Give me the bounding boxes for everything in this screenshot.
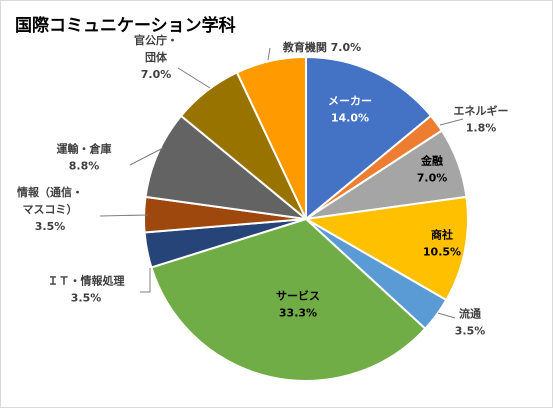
data-label-name-4: 商社 [431, 228, 453, 242]
data-label-value-8: 3.5% [35, 220, 66, 233]
data-label-name-3: 金融 [420, 154, 443, 168]
data-label-name-8: マスコミ） [23, 203, 78, 216]
leader-line-10 [177, 67, 211, 89]
data-label-value-5: 3.5% [455, 325, 486, 338]
data-label-name-5: 流通 [459, 307, 481, 321]
data-label-value-2: 1.8% [466, 122, 497, 135]
data-label-name-2: エネルギー [454, 104, 509, 118]
data-label-name-8: 情報（通信・ [17, 185, 83, 199]
pie-slice-1 [305, 55, 433, 222]
data-label-value-6: 33.3% [279, 307, 317, 320]
leader-line-7 [140, 268, 151, 293]
data-label-name-9: 運輸・倉庫 [57, 142, 112, 156]
data-label-value-3: 7.0% [417, 172, 448, 185]
pie-slice-9 [144, 114, 310, 221]
leader-line-2 [439, 118, 464, 126]
data-label-name-6: サービス [276, 289, 320, 303]
data-label-value-10: 7.0% [141, 68, 172, 81]
data-label-value-1: 14.0% [331, 112, 369, 125]
pie-slice-6 [150, 217, 427, 382]
leader-line-5 [437, 312, 456, 319]
pie-slice-4 [302, 195, 469, 302]
chart-title: 国際コミュニケーション学科 [15, 16, 236, 36]
leader-line-8 [99, 214, 149, 217]
data-label-value-7: 3.5% [71, 292, 102, 305]
leader-line-9 [129, 147, 164, 166]
data-label-value-9: 8.8% [69, 160, 100, 173]
data-label-name-10: 団体 [145, 50, 168, 64]
data-label-name-1: メーカー [328, 95, 372, 108]
data-label-name-10: 官公庁・ [134, 33, 178, 47]
data-label-name-11: 教育機関 7.0% [282, 40, 361, 54]
pie-slice-11 [235, 55, 307, 220]
data-label-name-7: ＩＴ・情報処理 [48, 274, 125, 288]
data-label-value-4: 10.5% [423, 246, 461, 259]
leader-line-11 [267, 47, 271, 61]
